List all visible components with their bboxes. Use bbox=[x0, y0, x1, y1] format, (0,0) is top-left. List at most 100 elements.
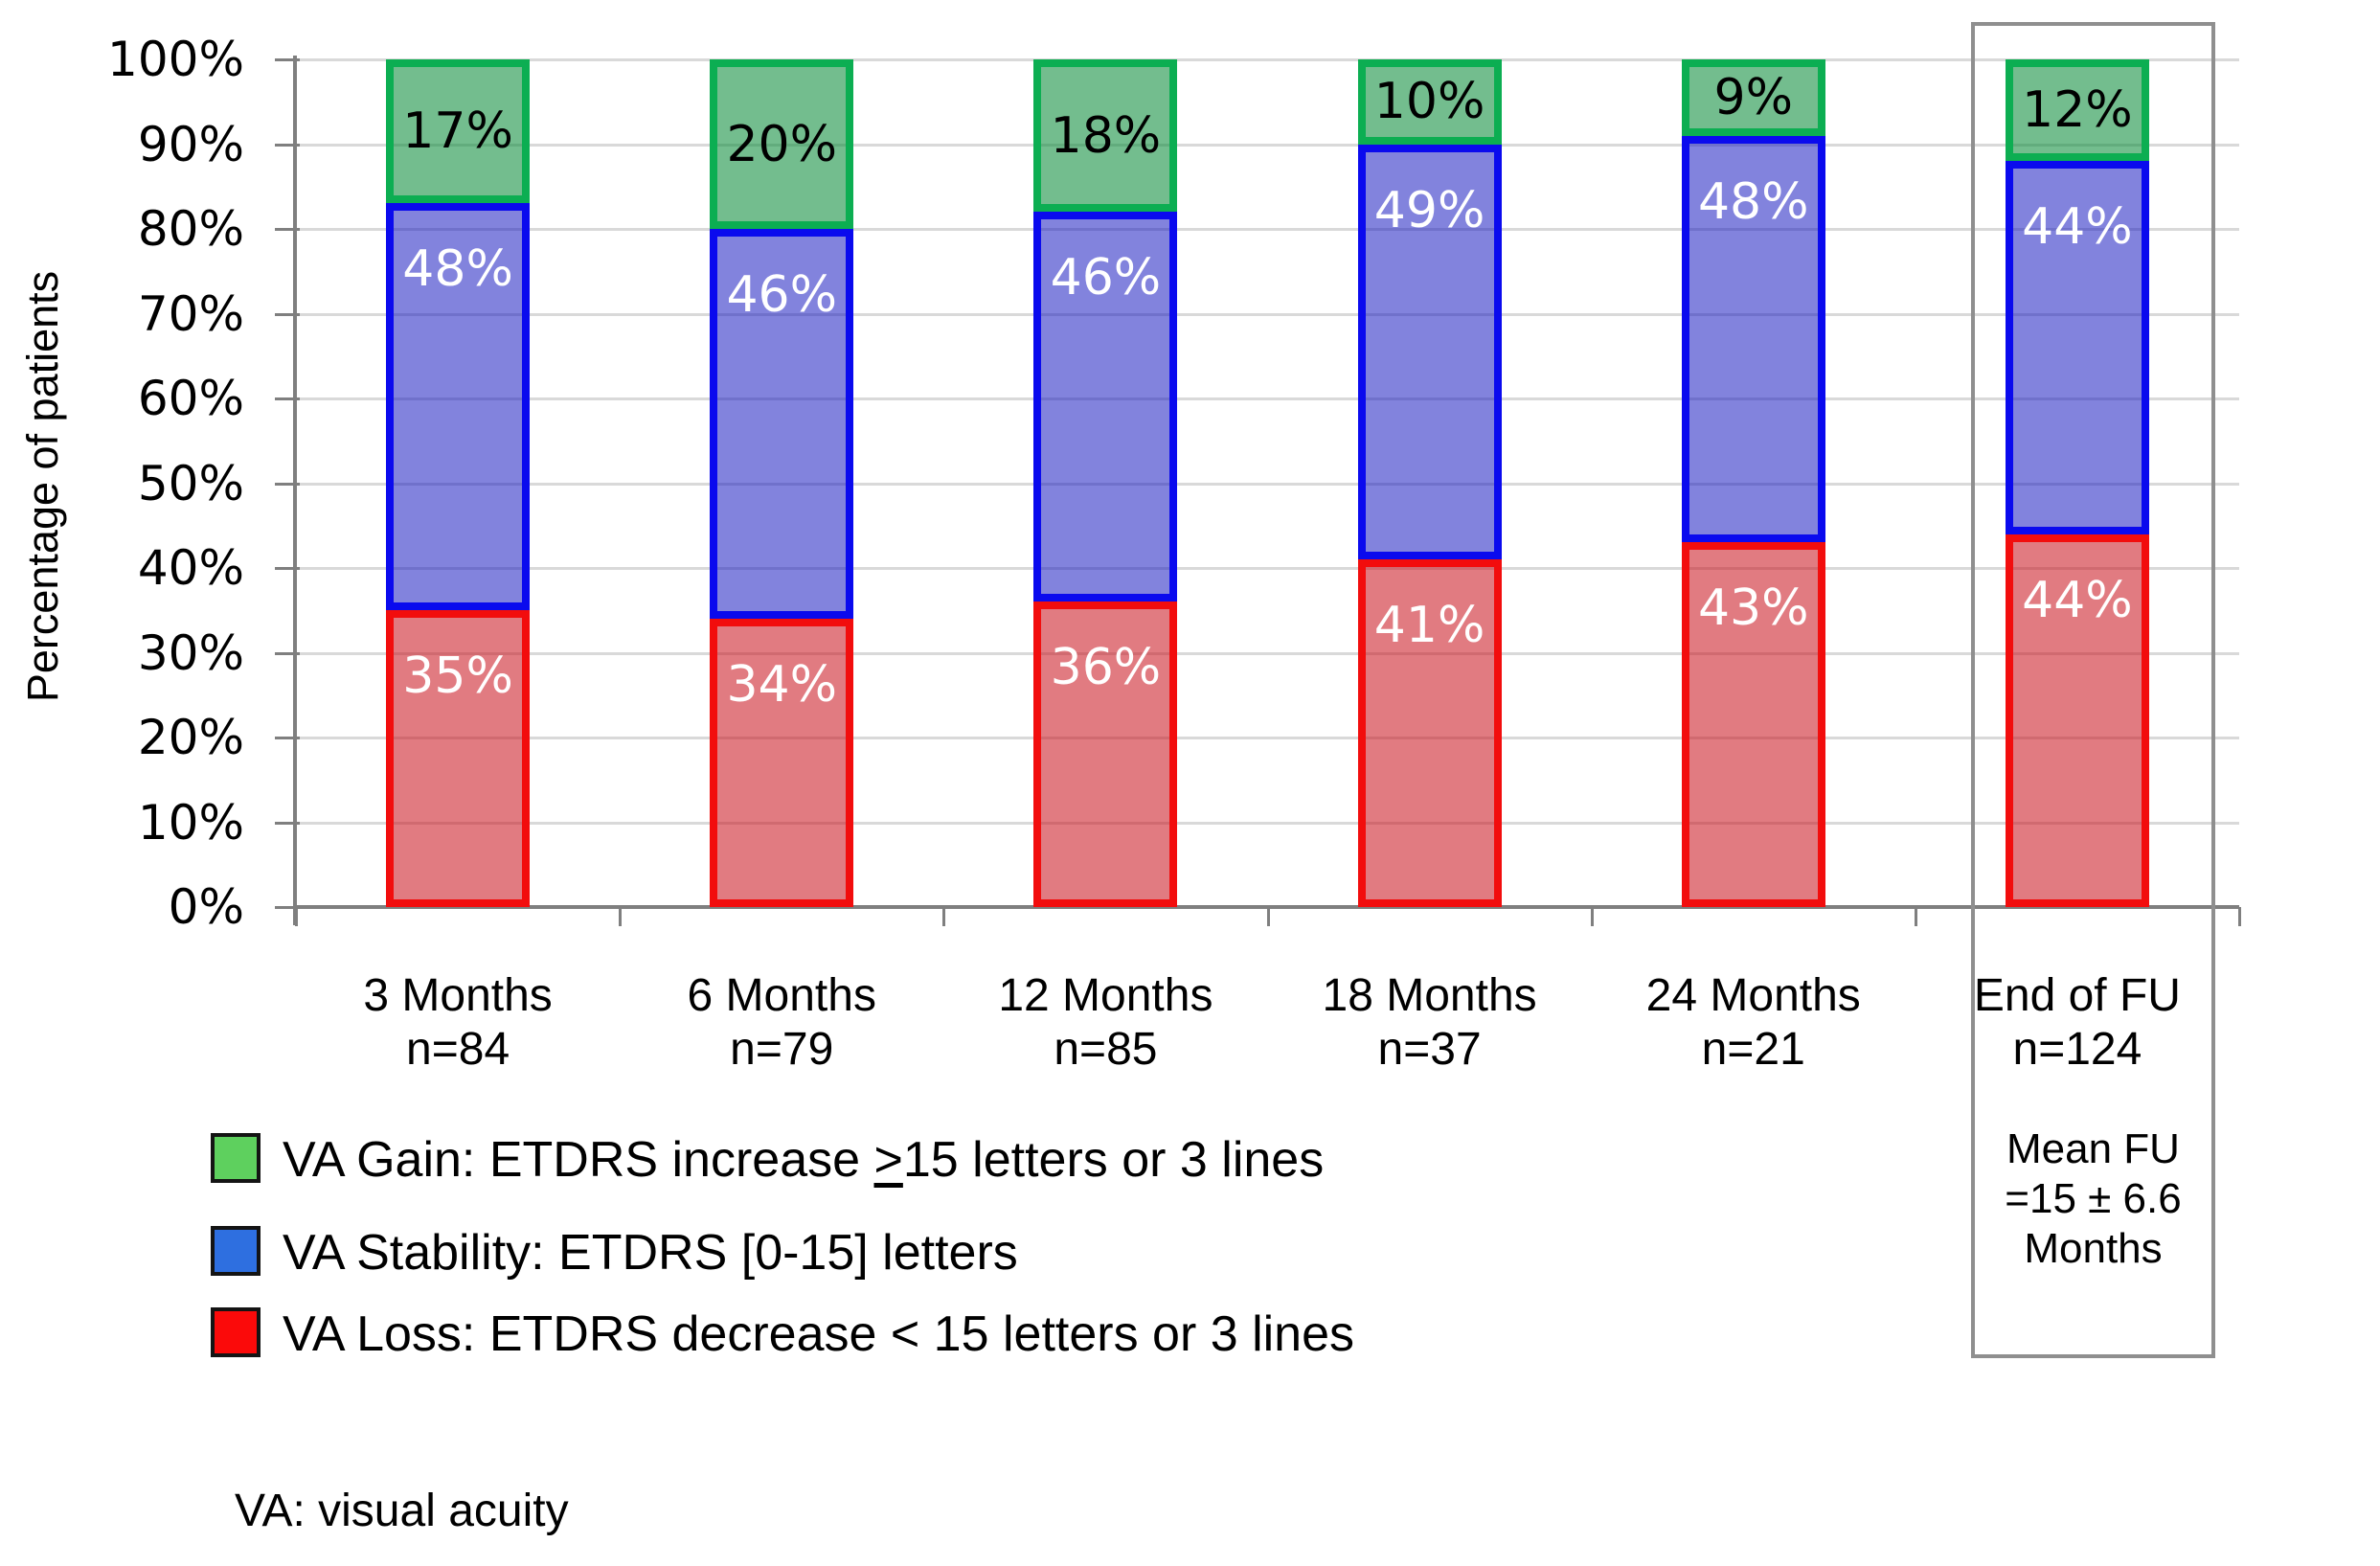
bar-segment-va-stability-24-months bbox=[1681, 135, 1825, 543]
x-axis-sublabel-n=37: n=37 bbox=[1377, 1024, 1482, 1075]
y-tick-label-40%: 40% bbox=[137, 540, 244, 596]
bar-value-label: 20% bbox=[726, 115, 838, 173]
bar-value-label: 41% bbox=[1373, 597, 1485, 655]
bar-value-label: 17% bbox=[402, 102, 513, 161]
y-tick-70% bbox=[275, 312, 300, 316]
gridline-10% bbox=[296, 821, 2239, 825]
x-axis-sublabel-n=79: n=79 bbox=[730, 1024, 834, 1075]
y-tick-60% bbox=[275, 397, 300, 400]
y-tick-30% bbox=[275, 651, 300, 655]
bar-segment-va-stability-end-of-fu bbox=[2005, 161, 2149, 534]
bar-segment-va-stability-12-months bbox=[1033, 212, 1178, 602]
bar-segment-va-loss-end-of-fu bbox=[2005, 533, 2149, 907]
x-axis-sublabel-n=124: n=124 bbox=[2012, 1024, 2142, 1075]
legend-label-va-gain: VA Gain: ETDRS increase >15 letters or 3… bbox=[283, 1132, 1325, 1188]
x-axis-sublabel-n=84: n=84 bbox=[406, 1024, 510, 1075]
bar-value-label: 34% bbox=[726, 656, 838, 715]
bar-value-label: 35% bbox=[402, 647, 513, 706]
bar-segment-va-loss-24-months bbox=[1681, 542, 1825, 907]
bar-value-label: 43% bbox=[1697, 579, 1809, 638]
y-tick-label-0%: 0% bbox=[168, 879, 244, 935]
gridline-70% bbox=[296, 312, 2239, 316]
y-tick-label-60%: 60% bbox=[137, 371, 244, 426]
y-tick-label-80%: 80% bbox=[137, 201, 244, 257]
bar-value-label: 46% bbox=[1050, 249, 1162, 307]
x-tick-4 bbox=[1590, 907, 1594, 926]
y-tick-label-10%: 10% bbox=[137, 794, 244, 851]
legend-label-va-stability: VA Stability: ETDRS [0-15] letters bbox=[283, 1225, 1018, 1281]
bar-segment-va-gain-12-months bbox=[1033, 59, 1178, 213]
y-tick-10% bbox=[275, 821, 300, 825]
legend-label-va-loss: VA Loss: ETDRS decrease < 15 letters or … bbox=[283, 1306, 1355, 1362]
bar-segment-va-gain-6-months bbox=[710, 59, 854, 229]
y-tick-40% bbox=[275, 567, 300, 570]
y-tick-90% bbox=[275, 143, 300, 147]
bar-segment-va-stability-6-months bbox=[710, 229, 854, 620]
y-tick-0% bbox=[275, 906, 300, 909]
mean-fu-line-3: Months bbox=[2024, 1225, 2163, 1272]
x-axis-label-18-months: 18 Months bbox=[1322, 970, 1537, 1021]
y-tick-80% bbox=[275, 228, 300, 231]
y-tick-label-30%: 30% bbox=[137, 624, 244, 681]
bar-value-label: 49% bbox=[1373, 181, 1485, 239]
y-tick-label-50%: 50% bbox=[137, 455, 244, 511]
x-axis-sublabel-n=85: n=85 bbox=[1054, 1024, 1158, 1075]
x-axis-label-6-months: 6 Months bbox=[687, 970, 876, 1021]
bar-value-label: 18% bbox=[1050, 106, 1162, 165]
bar-value-label: 44% bbox=[2022, 571, 2133, 629]
gridline-40% bbox=[296, 567, 2239, 570]
gridline-50% bbox=[296, 482, 2239, 486]
bar-segment-va-gain-3-months bbox=[386, 59, 531, 204]
x-tick-3 bbox=[1266, 907, 1270, 926]
bar-value-label: 12% bbox=[2022, 81, 2133, 140]
bar-segment-va-stability-18-months bbox=[1357, 144, 1502, 560]
x-axis-label-3-months: 3 Months bbox=[363, 970, 553, 1021]
bar-value-label: 48% bbox=[1697, 172, 1809, 231]
bar-segment-va-loss-12-months bbox=[1033, 601, 1178, 907]
x-tick-0 bbox=[295, 907, 298, 926]
mean-fu-line-1: Mean FU bbox=[2006, 1125, 2180, 1172]
gridline-100% bbox=[296, 58, 2239, 61]
y-tick-label-100%: 100% bbox=[107, 32, 244, 87]
x-axis-label-24-months: 24 Months bbox=[1645, 970, 1861, 1021]
end-of-fu-highlight-box bbox=[1971, 22, 2215, 1358]
gridline-90% bbox=[296, 143, 2239, 147]
x-tick-6 bbox=[2238, 907, 2241, 926]
bar-value-label: 9% bbox=[1713, 68, 1794, 126]
y-tick-20% bbox=[275, 737, 300, 739]
gridline-30% bbox=[296, 651, 2239, 655]
bar-segment-va-gain-end-of-fu bbox=[2005, 59, 2149, 162]
bar-value-label: 44% bbox=[2022, 198, 2133, 257]
bar-segment-va-stability-3-months bbox=[386, 203, 531, 611]
x-axis-label-12-months: 12 Months bbox=[998, 970, 1213, 1021]
va-note: VA: visual acuity bbox=[235, 1486, 569, 1536]
legend-swatch-va-loss bbox=[211, 1307, 261, 1357]
bar-segment-va-gain-18-months bbox=[1357, 59, 1502, 145]
bar-segment-va-loss-18-months bbox=[1357, 559, 1502, 907]
y-tick-label-70%: 70% bbox=[137, 285, 244, 342]
y-tick-100% bbox=[275, 58, 300, 61]
mean-fu-line-2: =15 ± 6.6 bbox=[2005, 1175, 2182, 1222]
gridline-80% bbox=[296, 228, 2239, 231]
y-tick-label-90%: 90% bbox=[137, 116, 244, 172]
bar-value-label: 48% bbox=[402, 240, 513, 299]
bar-segment-va-loss-6-months bbox=[710, 619, 854, 907]
y-axis-line bbox=[293, 56, 297, 925]
gridline-60% bbox=[296, 397, 2239, 400]
bar-value-label: 36% bbox=[1050, 639, 1162, 697]
bar-segment-va-gain-24-months bbox=[1681, 59, 1825, 136]
x-axis-sublabel-n=21: n=21 bbox=[1701, 1024, 1805, 1075]
gridline-20% bbox=[296, 737, 2239, 739]
y-tick-50% bbox=[275, 482, 300, 486]
x-tick-5 bbox=[1914, 907, 1917, 926]
x-tick-2 bbox=[942, 907, 946, 926]
bar-segment-va-loss-3-months bbox=[386, 610, 531, 907]
bar-value-label: 10% bbox=[1373, 73, 1485, 131]
bar-value-label: 46% bbox=[726, 266, 838, 324]
x-axis-label-end-of-fu: End of FU bbox=[1973, 970, 2181, 1021]
x-tick-1 bbox=[619, 907, 623, 926]
legend-swatch-va-stability bbox=[211, 1226, 261, 1276]
legend-swatch-va-gain bbox=[211, 1133, 261, 1183]
y-tick-label-20%: 20% bbox=[137, 710, 244, 765]
